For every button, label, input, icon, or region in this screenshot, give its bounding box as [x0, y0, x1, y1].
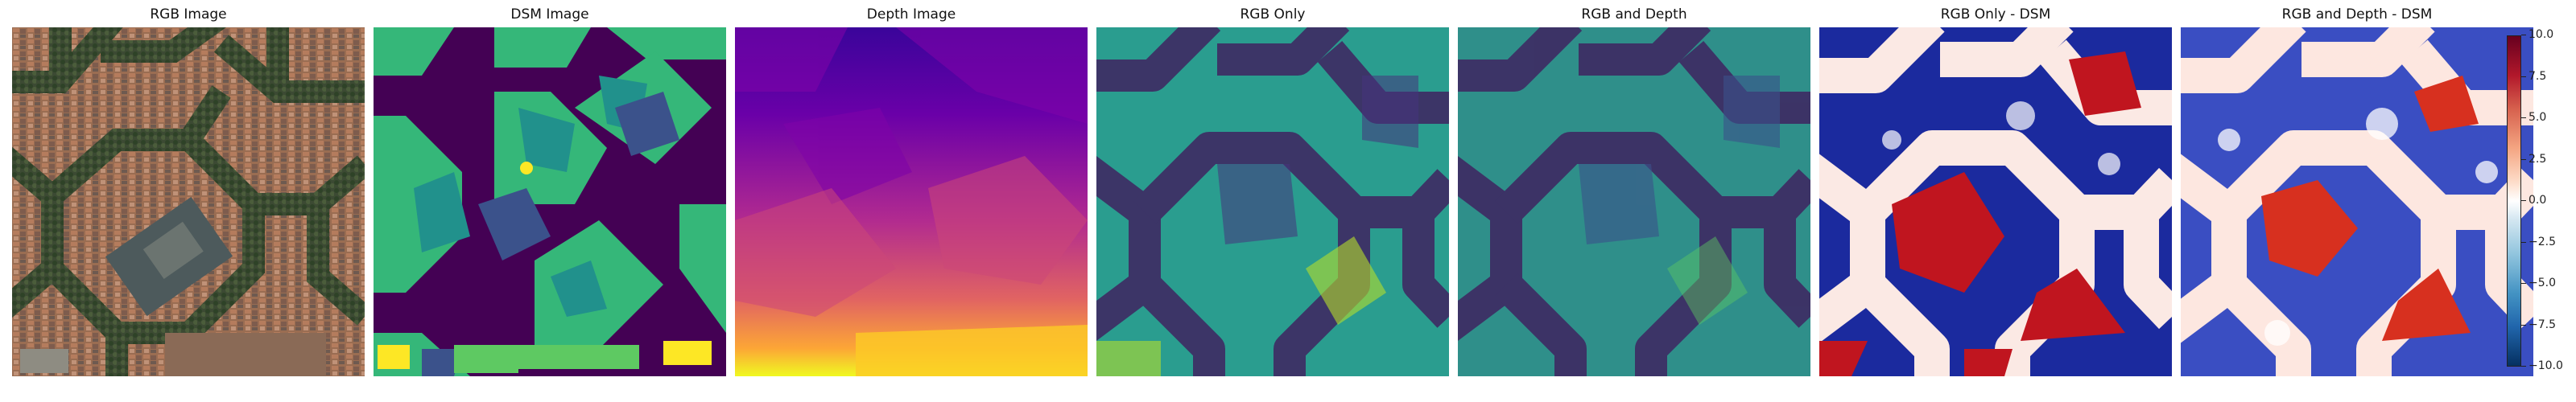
title-rgb-and-depth: RGB and Depth: [1581, 6, 1687, 23]
colorbar-tick-label: 2.5: [2529, 152, 2547, 166]
colorbar-tick: −2.5: [2521, 236, 2570, 250]
rgb-only-prediction: [1096, 27, 1449, 376]
colorbar-tick-label: −10.0: [2529, 359, 2563, 372]
title-dsm-image: DSM Image: [510, 6, 589, 23]
dsm-image-panel: [374, 27, 726, 376]
colorbar-tick-label: −2.5: [2529, 235, 2556, 248]
title-rgb-only-dsm: RGB Only - DSM: [1940, 6, 2051, 23]
rgb-and-depth-dsm-panel: [2181, 27, 2533, 376]
depth-image-panel: [735, 27, 1088, 376]
rgb-only-panel: [1096, 27, 1449, 376]
colorbar-tick-label: 10.0: [2529, 28, 2554, 41]
rgb-aerial-image: [12, 27, 365, 376]
rgb-only-dsm-panel: [1819, 27, 2172, 376]
colorbar-tick: 0.0: [2521, 194, 2570, 208]
title-rgb-and-depth-dsm: RGB and Depth - DSM: [2281, 6, 2433, 23]
title-rgb-image: RGB Image: [150, 6, 227, 23]
colorbar-tick-label: −7.5: [2529, 318, 2556, 331]
colorbar-gradient: [2507, 35, 2521, 367]
colorbar-tick-label: 0.0: [2529, 194, 2547, 207]
colorbar-tick: 10.0: [2521, 28, 2570, 43]
rgb-and-depth-panel: [1458, 27, 1810, 376]
colorbar-tick: −7.5: [2521, 318, 2570, 333]
title-rgb-only: RGB Only: [1240, 6, 1306, 23]
colorbar-tick: −5.0: [2521, 277, 2570, 291]
dsm-heightmap: [374, 27, 726, 376]
rgb-and-depth-prediction: [1458, 27, 1810, 376]
colorbar-tick: 2.5: [2521, 153, 2570, 167]
rgb-and-depth-error-map: [2181, 27, 2533, 376]
rgb-image-panel: [12, 27, 365, 376]
depth-map: [735, 27, 1088, 376]
colorbar: 10.0 7.5 5.0 2.5 0.0 −2.5 −5.0 −7.5 −10.…: [2507, 28, 2570, 372]
colorbar-tick: 7.5: [2521, 70, 2570, 84]
rgb-only-error-map: [1819, 27, 2172, 376]
colorbar-tick-label: −5.0: [2529, 277, 2556, 289]
colorbar-tick-label: 7.5: [2529, 69, 2547, 83]
title-depth-image: Depth Image: [866, 6, 956, 23]
colorbar-tick-label: 5.0: [2529, 111, 2547, 124]
colorbar-tick: 5.0: [2521, 111, 2570, 125]
colorbar-tick: −10.0: [2521, 359, 2570, 374]
